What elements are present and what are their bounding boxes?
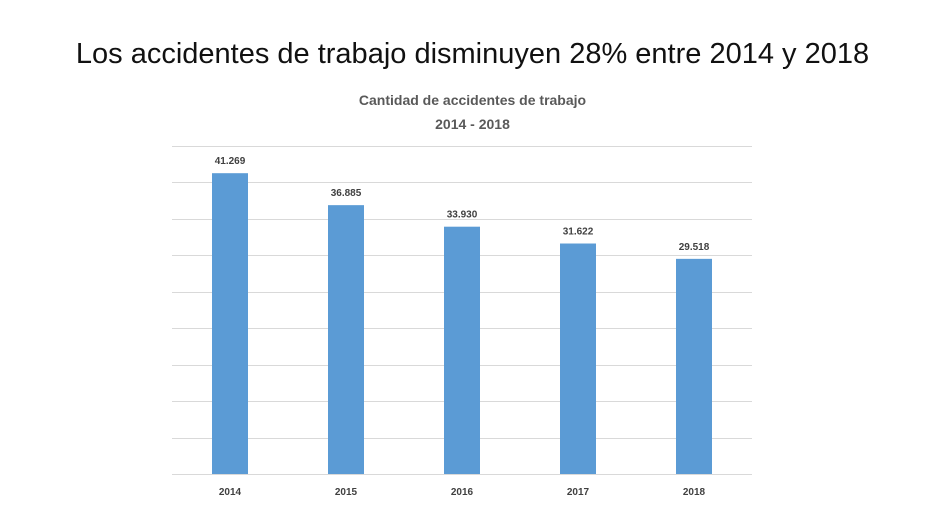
x-tick-label-2016: 2016 xyxy=(451,487,474,498)
bar-2016 xyxy=(444,226,480,474)
data-label-2018: 29.518 xyxy=(679,242,710,253)
bar-2014 xyxy=(212,173,248,475)
data-label-2017: 31.622 xyxy=(563,227,594,238)
data-label-2016: 33.930 xyxy=(447,210,478,221)
chart-subtitle: 2014 - 2018 xyxy=(435,116,510,132)
x-tick-label-2014: 2014 xyxy=(219,487,242,498)
bars xyxy=(212,173,712,475)
data-label-2015: 36.885 xyxy=(331,188,362,199)
x-axis-tick-labels: 2014 2015 2016 2017 2018 xyxy=(219,487,706,498)
x-tick-label-2015: 2015 xyxy=(335,487,358,498)
bar-2018 xyxy=(676,258,712,474)
data-labels: 41.269 36.885 33.930 31.622 29.518 xyxy=(215,156,710,253)
bar-2015 xyxy=(328,205,364,474)
chart-title: Cantidad de accidentes de trabajo xyxy=(358,92,587,108)
x-tick-label-2018: 2018 xyxy=(683,487,706,498)
x-tick-label-2017: 2017 xyxy=(567,487,590,498)
slide-title: Los accidentes de trabajo disminuyen 28%… xyxy=(75,38,870,70)
data-label-2014: 41.269 xyxy=(215,156,246,167)
bar-2017 xyxy=(560,243,596,474)
